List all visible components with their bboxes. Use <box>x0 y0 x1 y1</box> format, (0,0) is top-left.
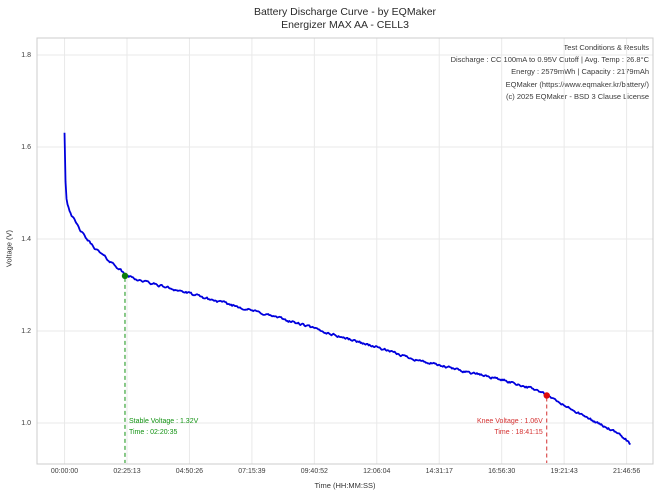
y-tick-label: 1.6 <box>21 143 31 151</box>
x-tick-label: 02:25:13 <box>113 468 141 475</box>
chart-title: Battery Discharge Curve - by EQMaker <box>253 6 437 18</box>
info-line: Test Conditions & Results <box>563 43 649 52</box>
x-tick-label: 16:56:30 <box>488 468 516 475</box>
knee-annotation: Knee Voltage : 1.06V Time : 18:41:15 <box>477 417 543 438</box>
x-tick-label: 12:06:04 <box>363 468 391 475</box>
y-tick-label: 1.0 <box>21 419 31 427</box>
x-tick-label: 14:31:17 <box>425 468 453 475</box>
stable-annotation-line: Stable Voltage : 1.32V <box>128 418 199 425</box>
y-tick-label: 1.2 <box>21 327 31 335</box>
stable-annotation: Stable Voltage : 1.32V Time : 02:20:35 <box>129 417 198 438</box>
x-tick-label: 09:40:52 <box>300 468 328 475</box>
knee-annotation-line: Knee Voltage : 1.06V <box>476 418 543 425</box>
discharge-curve-line <box>63 132 631 446</box>
info-line: EQMaker (https://www.eqmaker.kr/battery/… <box>505 79 649 89</box>
x-tick-label: 07:15:39 <box>238 468 266 475</box>
chart-subtitle: Energizer MAX AA - CELL3 <box>281 19 409 31</box>
test-conditions-box: Test Conditions & Results Discharge : CC … <box>289 42 649 103</box>
stable-annotation-line: Time : 02:20:35 <box>128 428 178 436</box>
x-tick-label: 04:50:26 <box>175 468 204 475</box>
plot-border <box>36 37 654 465</box>
info-line: (c) 2025 EQMaker - BSD 3 Clause License <box>506 91 649 101</box>
stable-point-marker <box>121 272 129 280</box>
y-tick-label: 1.4 <box>21 235 31 243</box>
y-axis-label: Voltage (V) <box>4 229 14 268</box>
title-block: Battery Discharge Curve - by EQMaker Ene… <box>37 6 653 32</box>
x-tick-label: 19:21:43 <box>550 468 578 475</box>
info-line: Energy : 2579mWh | Capacity : 2179mAh <box>511 67 649 77</box>
y-tick-label: 1.8 <box>21 51 31 59</box>
info-line: Discharge : CC 100mA to 0.95V Cutoff | A… <box>450 55 649 65</box>
x-tick-label: 21:46:56 <box>612 468 641 475</box>
x-tick-label: 00:00:00 <box>50 468 79 475</box>
knee-annotation-line: Time : 18:41:15 <box>494 428 543 436</box>
x-axis-label: Time (HH:MM:SS) <box>314 481 376 490</box>
knee-point-marker <box>543 392 550 399</box>
